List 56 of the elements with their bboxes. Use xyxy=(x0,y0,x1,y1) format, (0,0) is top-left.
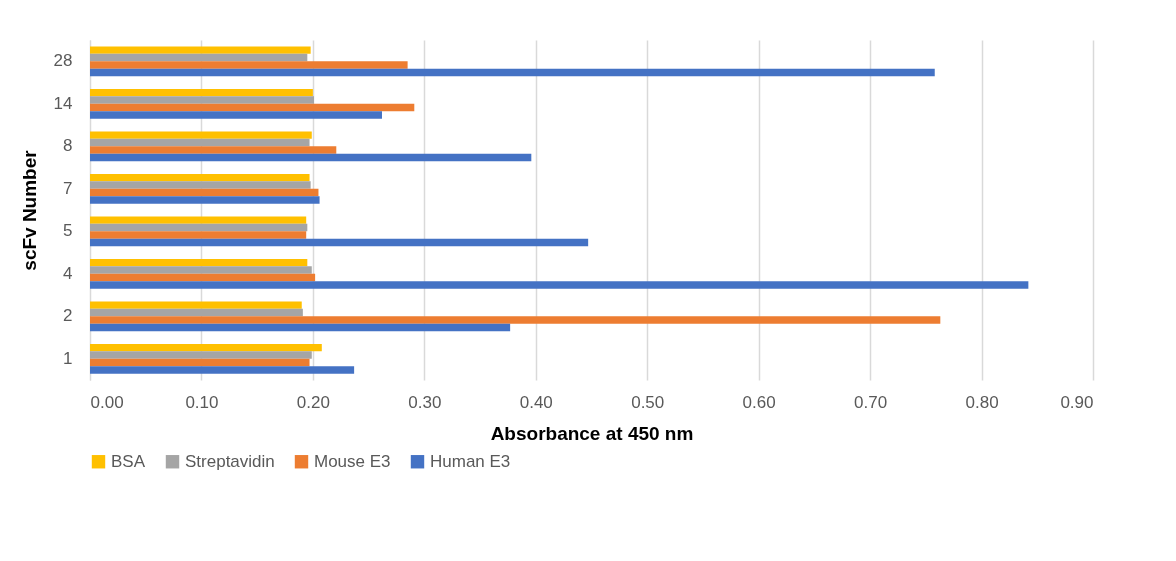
bar xyxy=(90,103,415,112)
bar xyxy=(90,273,316,282)
bar xyxy=(90,46,311,54)
bar xyxy=(90,231,307,239)
x-tick-label: 0.80 xyxy=(965,392,999,412)
y-tick-label: 8 xyxy=(63,136,73,156)
bar xyxy=(90,138,310,147)
x-tick-label: 0.50 xyxy=(631,392,665,412)
x-tick-label: 0.40 xyxy=(519,392,553,412)
bar xyxy=(90,281,1029,289)
bar xyxy=(90,68,935,77)
x-axis-title: Absorbance at 450 nm xyxy=(490,422,694,444)
y-tick-label: 7 xyxy=(63,178,73,198)
legend-label: Mouse E3 xyxy=(314,451,391,471)
bar xyxy=(90,258,308,267)
bar xyxy=(90,358,310,367)
bar xyxy=(90,61,408,69)
bar xyxy=(90,188,319,197)
bar xyxy=(90,351,312,359)
y-axis-title: scFv Number xyxy=(18,149,40,271)
bar xyxy=(90,216,307,224)
legend-label: BSA xyxy=(111,451,146,471)
x-tick-label: 0.30 xyxy=(408,392,442,412)
legend-label: Streptavidin xyxy=(185,451,275,471)
bar xyxy=(90,223,308,232)
x-tick-label: 0.00 xyxy=(90,392,124,412)
y-tick-label: 2 xyxy=(63,306,73,326)
bar xyxy=(90,153,532,162)
x-tick-label: 0.60 xyxy=(742,392,776,412)
y-tick-label: 4 xyxy=(63,263,73,283)
bar xyxy=(90,88,313,97)
y-tick-label: 1 xyxy=(63,348,73,368)
x-tick-label: 0.10 xyxy=(185,392,219,412)
bar xyxy=(90,96,314,104)
bar xyxy=(90,131,312,139)
x-tick-label: 0.20 xyxy=(296,392,330,412)
bar xyxy=(90,181,311,189)
bar xyxy=(90,266,312,274)
bar xyxy=(90,301,302,309)
bar xyxy=(90,196,320,204)
bar xyxy=(90,316,941,324)
bar xyxy=(90,366,355,374)
x-tick-label: 0.70 xyxy=(854,392,888,412)
bar xyxy=(90,173,310,182)
legend-label: Human E3 xyxy=(430,451,511,471)
y-tick-label: 28 xyxy=(53,51,73,71)
y-tick-label: 5 xyxy=(63,221,73,241)
bar xyxy=(90,308,303,317)
bar xyxy=(90,53,308,62)
bar xyxy=(90,111,382,119)
bar xyxy=(90,238,589,247)
bar xyxy=(90,146,337,154)
bar xyxy=(90,343,322,352)
bar xyxy=(90,323,511,332)
x-tick-label: 0.90 xyxy=(1060,392,1094,412)
y-tick-label: 14 xyxy=(53,93,73,113)
